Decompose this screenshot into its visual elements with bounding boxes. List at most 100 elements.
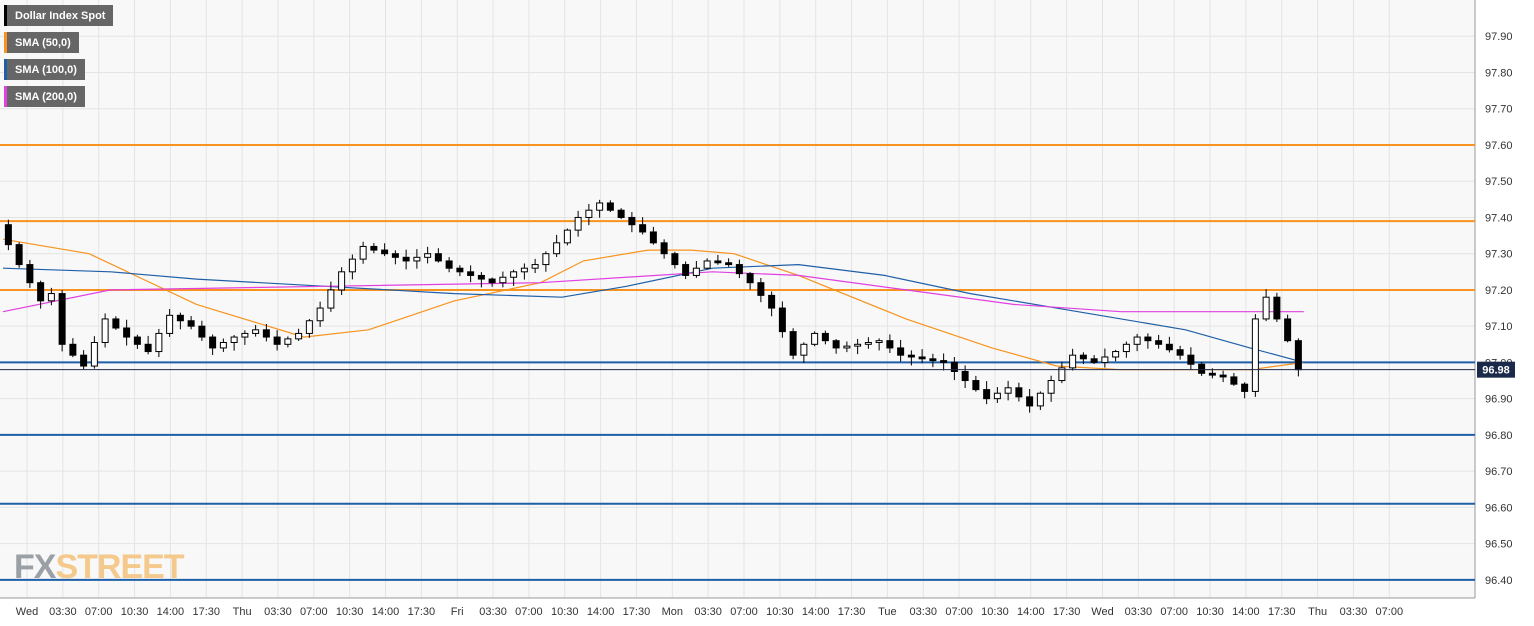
legend-item-sma-50[interactable]: SMA (50,0) [4, 32, 79, 53]
candle-body [155, 332, 163, 353]
x-tick-label: 03:30 [1340, 606, 1368, 618]
candle-body [1036, 392, 1044, 407]
candle-body [1079, 354, 1087, 360]
candle-body [1284, 318, 1292, 342]
x-tick-label: 03:30 [1125, 606, 1153, 618]
candle-body [133, 336, 141, 345]
y-tick-label: 96.50 [1485, 539, 1513, 551]
candle-body [37, 282, 45, 302]
last-price-badge [1477, 361, 1515, 378]
y-tick-label: 96.40 [1485, 575, 1513, 587]
candle-body [993, 392, 1001, 400]
candle-body [628, 216, 636, 226]
y-tick-label: 97.70 [1485, 104, 1513, 116]
candle-body [907, 354, 915, 358]
candle-body [219, 341, 227, 349]
candle-body [983, 389, 991, 400]
y-tick-label: 97.30 [1485, 249, 1513, 261]
candle-body [4, 224, 12, 246]
candle-body [725, 262, 733, 266]
candle-body [338, 271, 346, 291]
candle-body [456, 267, 464, 273]
candle-body [123, 327, 131, 338]
candle-body [1090, 358, 1098, 363]
candle-body [1069, 354, 1077, 369]
candle-body [1101, 356, 1109, 363]
x-tick-label: 07:00 [1376, 606, 1404, 618]
candle-body [1230, 376, 1238, 385]
candle-body [273, 336, 281, 345]
candle-body [639, 224, 647, 233]
x-tick-label: 03:30 [909, 606, 937, 618]
x-tick-label: 17:30 [408, 606, 436, 618]
x-tick-label: 17:30 [192, 606, 220, 618]
candle-body [1187, 354, 1195, 365]
candle-body [477, 274, 485, 280]
candle-body [391, 253, 399, 258]
y-tick-label: 97.20 [1485, 285, 1513, 297]
legend-swatch [4, 32, 7, 53]
candle-body [961, 370, 969, 382]
candle-body [499, 276, 507, 284]
candle-body [510, 271, 518, 278]
x-tick-label: 07:00 [85, 606, 113, 618]
candle-body [348, 258, 356, 273]
x-tick-label: 10:30 [766, 606, 794, 618]
candle-body [295, 332, 303, 340]
candle-body [230, 336, 238, 343]
x-tick-label: 10:30 [121, 606, 149, 618]
candle-body [101, 318, 109, 343]
x-tick-label: Thu [1308, 606, 1327, 618]
candle-body [1208, 372, 1216, 376]
candle-body [402, 256, 410, 262]
x-tick-label: 17:30 [838, 606, 866, 618]
legend-swatch [4, 5, 7, 26]
legend-item-sma-200[interactable]: SMA (200,0) [4, 86, 85, 107]
candle-body [972, 380, 980, 391]
x-tick-label: 14:00 [802, 606, 830, 618]
legend-label: SMA (100,0) [15, 63, 77, 76]
candle-body [1241, 383, 1249, 392]
candle-body [918, 356, 926, 360]
candle-body [424, 253, 432, 258]
candle-body [864, 341, 872, 345]
legend-label: SMA (50,0) [15, 36, 71, 49]
candle-body [1198, 363, 1206, 374]
candle-body [660, 242, 668, 255]
legend-item-sma-100[interactable]: SMA (100,0) [4, 59, 85, 80]
x-tick-label: 07:00 [1160, 606, 1188, 618]
candle-body [90, 341, 98, 367]
x-tick-label: 03:30 [264, 606, 292, 618]
candle-body [832, 340, 840, 349]
candle-body [585, 209, 593, 218]
candle-body [886, 340, 894, 349]
y-tick-label: 96.80 [1485, 430, 1513, 442]
candle-body [434, 253, 442, 262]
candle-body [305, 320, 313, 334]
logo-street: STREET [55, 548, 184, 586]
x-tick-label: 14:00 [372, 606, 400, 618]
legend-item-dollar-index[interactable]: Dollar Index Spot [4, 5, 114, 26]
candle-body [553, 242, 561, 255]
legend-swatch [4, 86, 7, 107]
candle-body [1262, 296, 1270, 320]
candle-body [854, 343, 862, 347]
candle-body [649, 231, 657, 244]
y-tick-label: 97.80 [1485, 67, 1513, 79]
candle-body [467, 271, 475, 276]
candle-body [563, 229, 571, 244]
x-tick-label: Thu [233, 606, 252, 618]
x-tick-label: Tue [878, 606, 897, 618]
candle-body [1144, 336, 1152, 342]
legend-swatch [4, 59, 7, 80]
candle-body [112, 318, 120, 329]
candle-body [176, 314, 184, 322]
candle-body [574, 216, 582, 231]
x-tick-label: 14:00 [587, 606, 615, 618]
x-tick-label: Mon [662, 606, 683, 618]
candle-body [1058, 367, 1066, 382]
plot-background [0, 0, 1475, 598]
candle-body [1122, 343, 1130, 353]
candle-body [370, 245, 378, 251]
